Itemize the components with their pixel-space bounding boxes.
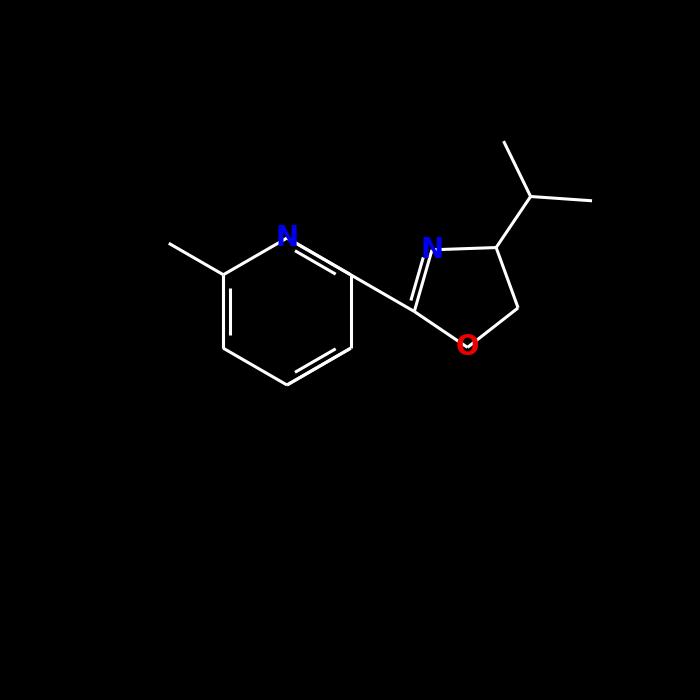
Text: O: O	[456, 333, 480, 361]
Text: N: N	[421, 236, 444, 264]
Text: N: N	[275, 224, 299, 252]
